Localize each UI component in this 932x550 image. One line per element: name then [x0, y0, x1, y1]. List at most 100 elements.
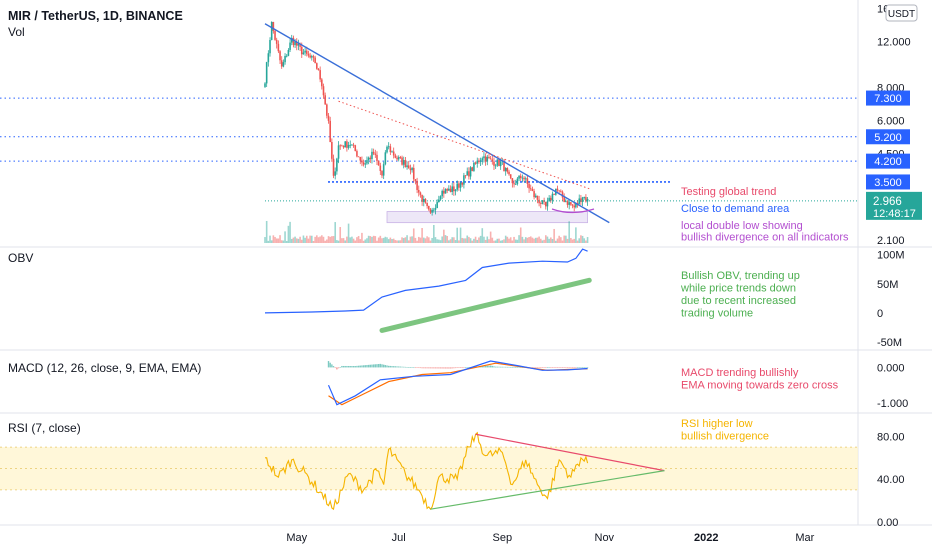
macd-histogram-bar	[568, 367, 570, 369]
volume-bar	[344, 240, 347, 243]
candle-body	[434, 208, 437, 210]
volume-bar	[371, 236, 373, 243]
candle-body	[491, 159, 494, 162]
price-tick: 2.100	[877, 235, 905, 247]
volume-bar	[270, 240, 273, 243]
volume-bar	[402, 238, 405, 243]
candle-body	[294, 41, 296, 46]
price-pane[interactable]: 16.00012.0008.0006.0004.5002.1007.3005.2…	[0, 4, 922, 248]
pane-separators	[0, 0, 932, 526]
macd-histogram-bar	[540, 367, 542, 369]
volume-bar	[317, 237, 320, 243]
macd-histogram-bar	[403, 366, 405, 368]
candle-body	[394, 155, 397, 158]
candle-body	[511, 178, 514, 184]
macd-histogram-bar	[511, 366, 514, 368]
macd-histogram-bar	[583, 367, 585, 368]
volume-bar	[553, 228, 555, 243]
volume-bar	[362, 240, 365, 243]
volume-bar	[541, 240, 544, 243]
volume-bar	[387, 239, 390, 243]
volume-label: Vol	[8, 25, 25, 39]
volume-bar	[331, 236, 333, 243]
candle-body	[458, 183, 460, 188]
candle-body	[310, 56, 313, 58]
candle-body	[529, 188, 532, 190]
candle-body	[548, 197, 550, 202]
candle-body	[508, 171, 510, 175]
volume-bar	[274, 236, 276, 243]
currency-button[interactable]: USDT	[885, 4, 918, 22]
candle-body	[336, 158, 338, 172]
macd-histogram-bar	[381, 364, 383, 368]
macd-histogram-bar	[364, 365, 366, 368]
macd-histogram-bar	[513, 367, 515, 368]
volume-bar	[499, 240, 502, 243]
volume-bar	[337, 240, 340, 243]
volume-bar	[280, 240, 283, 243]
volume-bar	[463, 238, 465, 243]
candle-body	[316, 63, 318, 69]
volume-bar	[422, 237, 425, 243]
macd-histogram-bar	[361, 365, 363, 368]
candle-body	[566, 201, 569, 205]
annotation-double-low: local double low showing	[681, 220, 803, 232]
volume-bar	[439, 240, 442, 243]
candle-body	[367, 157, 370, 161]
volume-bar	[285, 240, 288, 243]
volume-bar	[324, 240, 326, 243]
macd-histogram-bar	[506, 366, 509, 368]
macd-histogram-bar	[429, 367, 432, 369]
volume-bar	[326, 239, 328, 243]
macd-histogram-bar	[571, 367, 574, 369]
macd-histogram-bar	[464, 367, 467, 368]
macd-histogram-bar	[553, 367, 555, 369]
candle-body	[407, 165, 410, 169]
macd-histogram-bar	[515, 367, 517, 368]
macd-histogram-bar	[377, 364, 380, 368]
volume-bar	[511, 240, 514, 243]
macd-histogram-bar	[408, 367, 410, 368]
macd-histogram-bar	[329, 362, 331, 368]
level-tag	[866, 174, 910, 190]
candle-body	[544, 201, 547, 207]
macd-histogram-bar	[466, 367, 468, 368]
level-tag	[866, 129, 910, 145]
candle-body	[498, 159, 500, 167]
candle-body	[474, 162, 477, 164]
candle-body	[329, 120, 331, 142]
macd-histogram-bar	[491, 365, 494, 368]
candle-body	[546, 201, 549, 207]
macd-histogram-bar	[563, 367, 565, 369]
candle-body	[297, 44, 300, 46]
volume-bar	[448, 240, 450, 243]
macd-histogram-bar	[389, 365, 392, 368]
obv-pane[interactable]: 100M 50M 0 -50M Bullish OBV, trending upwhil…	[264, 248, 905, 349]
time-label: Sep	[493, 532, 513, 544]
candle-body	[468, 171, 470, 177]
volume-bar	[494, 240, 497, 243]
volume-bar	[414, 237, 417, 243]
volume-bar	[369, 236, 372, 243]
volume-bar	[312, 240, 315, 243]
candle-body	[521, 177, 524, 179]
volume-bar	[479, 235, 482, 243]
macd-histogram-bar	[379, 363, 382, 368]
candle-body	[344, 141, 347, 148]
candle-body	[424, 199, 427, 203]
macd-histogram-bar	[394, 366, 397, 368]
macd-histogram-bar	[359, 365, 361, 368]
volume-bar	[478, 237, 480, 243]
volume-bar	[367, 235, 370, 243]
volume-bar	[379, 235, 382, 243]
volume-bar	[352, 238, 355, 243]
macd-histogram-bar	[352, 366, 355, 368]
rsi-lower-trendline	[430, 470, 665, 510]
volume-bar	[524, 237, 527, 243]
volume-bar	[436, 239, 438, 243]
macd-title: MACD (12, 26, close, 9, EMA, EMA)	[8, 361, 201, 375]
macd-histogram-bar	[371, 364, 373, 368]
obv-line	[264, 248, 588, 314]
